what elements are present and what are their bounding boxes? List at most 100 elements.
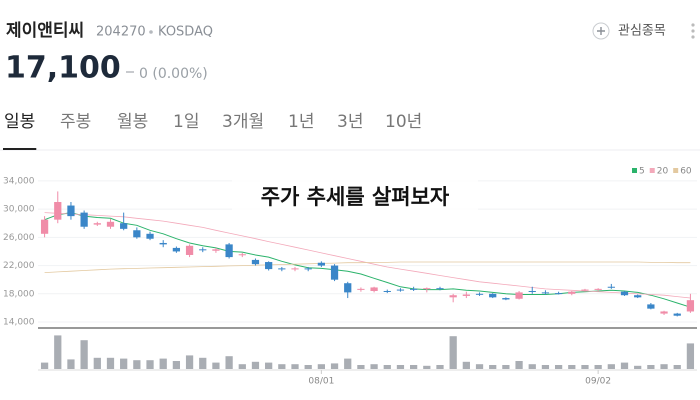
volume-bar: [225, 356, 233, 369]
candle-body: [436, 288, 444, 290]
candle-body: [185, 245, 194, 255]
candle-body: [67, 205, 75, 217]
candle-body: [489, 293, 497, 298]
candle-body: [462, 294, 470, 296]
y-tick-label: 18,000: [3, 289, 35, 299]
candle-body: [238, 254, 246, 256]
volume-bar: [554, 365, 563, 369]
price-change: 0 (0.00%): [139, 66, 208, 82]
volume-bar: [370, 364, 378, 369]
volume-bar: [67, 359, 75, 369]
candle-body: [660, 311, 668, 314]
x-tick-label: 08/01: [308, 377, 334, 387]
volume-bar: [673, 365, 681, 369]
candle-body: [449, 295, 457, 298]
volume-bar: [475, 364, 484, 369]
candle-body: [396, 289, 405, 291]
volume-bar: [383, 365, 391, 369]
candle-body: [278, 268, 286, 270]
volume-bar: [528, 364, 536, 369]
candle-body: [291, 268, 299, 270]
volume-bar: [344, 358, 352, 369]
candle-body: [357, 288, 365, 290]
volume-bar: [159, 358, 167, 369]
dot: [691, 23, 695, 27]
legend-label: 60: [680, 167, 692, 177]
volume-bar: [238, 364, 246, 369]
volume-bar: [541, 365, 550, 369]
candle-body: [410, 288, 418, 290]
volume-bar: [436, 365, 444, 369]
candle-body: [120, 223, 128, 229]
volume-bar: [106, 357, 115, 369]
volume-bar: [278, 364, 286, 369]
candle-body: [475, 293, 484, 295]
moving-average-line: [44, 212, 691, 299]
candle-body: [146, 233, 154, 239]
candle-body: [40, 219, 49, 234]
candle-body: [647, 304, 655, 309]
watch-label: 관심종목: [618, 24, 666, 39]
tab-bar: 일봉 주봉 월봉 1일 3개월 1년 3년 10년: [4, 112, 422, 132]
volume-bar: [93, 357, 101, 369]
candle-body: [133, 230, 141, 238]
tab[interactable]: 3년: [337, 112, 363, 132]
tab[interactable]: 1일: [173, 112, 199, 132]
candle-body: [54, 202, 62, 220]
volume-bar: [410, 365, 418, 369]
volume-bar: [515, 361, 523, 369]
candle-body: [541, 292, 550, 294]
candle-body: [265, 262, 273, 270]
candle-body: [317, 262, 325, 266]
legend-swatch: [632, 168, 637, 173]
volume-bar: [40, 362, 49, 369]
volume-bar: [265, 362, 273, 369]
tab[interactable]: 1년: [288, 112, 314, 132]
dot: [691, 29, 695, 33]
separator-dot: [149, 30, 153, 34]
candle-body: [80, 212, 88, 227]
volume-bar: [146, 360, 154, 369]
y-tick-label: 22,000: [3, 261, 35, 271]
candle-body: [568, 291, 576, 294]
candle-body: [251, 259, 260, 265]
watch-button[interactable]: 관심종목: [592, 22, 666, 40]
volume-bar: [449, 336, 457, 369]
y-tick-label: 34,000: [3, 176, 35, 186]
legend-swatch: [649, 168, 655, 173]
tab[interactable]: 월봉: [117, 112, 148, 132]
plus-sign: [597, 27, 605, 35]
volume-bar: [317, 364, 325, 369]
candle-body: [607, 286, 615, 288]
volume-bar: [330, 363, 339, 369]
tab[interactable]: 일봉: [4, 112, 35, 132]
volume-bar: [304, 365, 312, 369]
volume-bar: [423, 365, 431, 369]
more-menu[interactable]: [691, 23, 695, 39]
candle-body: [673, 313, 681, 316]
volume-bar: [660, 364, 668, 369]
tab[interactable]: 주봉: [60, 112, 91, 132]
candle-body: [304, 268, 312, 270]
tab[interactable]: 3개월: [222, 112, 264, 132]
candle-body: [515, 292, 523, 299]
stock-name: 제이앤티씨: [6, 21, 84, 41]
candle-body: [330, 265, 339, 280]
volume-bar: [634, 365, 642, 369]
legend-label: 20: [657, 167, 669, 177]
volume-bar: [647, 365, 655, 369]
volume-bar: [568, 365, 576, 369]
candle-body: [370, 287, 378, 291]
y-tick-label: 30,000: [3, 205, 35, 215]
volume-bar: [172, 361, 181, 369]
volume-bar: [251, 361, 260, 369]
volume-bar: [462, 361, 470, 369]
candle-body: [93, 223, 101, 225]
volume-bar: [357, 365, 365, 369]
plus-icon: [592, 22, 610, 40]
tab[interactable]: 10년: [385, 112, 422, 132]
volume-bar: [54, 335, 62, 369]
candle-body: [686, 300, 695, 312]
volume-bar: [185, 355, 194, 369]
